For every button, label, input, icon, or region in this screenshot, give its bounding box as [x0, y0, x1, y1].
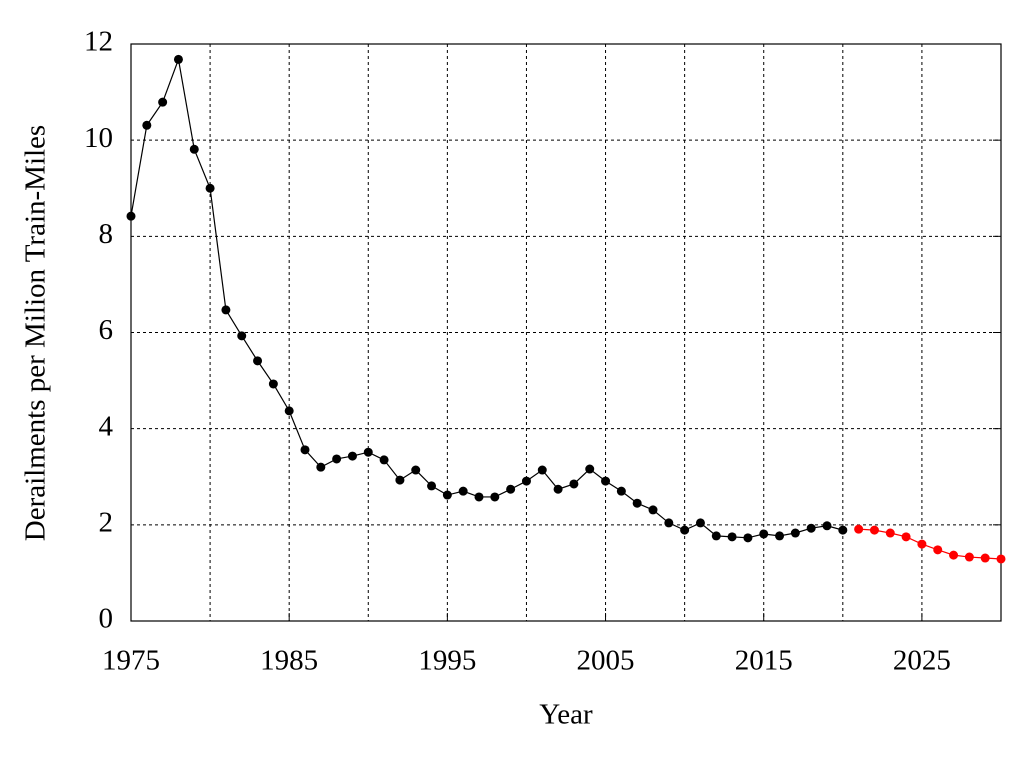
- y-tick-label: 0: [99, 603, 114, 635]
- data-point: [743, 533, 753, 543]
- data-point: [695, 518, 705, 528]
- data-point: [569, 479, 579, 489]
- y-tick-label: 8: [99, 218, 114, 250]
- data-point: [142, 120, 152, 130]
- data-point: [221, 305, 231, 315]
- data-point: [616, 486, 626, 496]
- series-line: [858, 528, 1002, 560]
- data-point: [727, 532, 737, 542]
- data-point: [838, 525, 848, 535]
- data-point: [648, 505, 658, 515]
- data-point: [869, 525, 879, 535]
- data-point: [775, 531, 785, 541]
- data-point: [237, 331, 247, 341]
- data-point: [395, 475, 405, 485]
- data-point: [933, 545, 943, 555]
- data-point: [474, 492, 484, 502]
- data-point: [885, 528, 895, 538]
- data-point: [379, 455, 389, 465]
- data-point: [790, 528, 800, 538]
- x-axis-label: Year: [539, 699, 593, 731]
- data-point: [126, 211, 136, 221]
- data-point: [664, 518, 674, 528]
- data-point: [253, 356, 263, 366]
- plot-frame: [130, 43, 1002, 622]
- data-point: [490, 492, 500, 502]
- data-point: [521, 476, 531, 486]
- y-axis-label: Derailments per Milion Train-Miles: [20, 125, 52, 541]
- x-tick-label: 1975: [102, 645, 160, 677]
- data-point: [901, 532, 911, 542]
- x-tick-label: 2005: [577, 645, 635, 677]
- series-line: [130, 57, 843, 539]
- data-point: [189, 144, 199, 154]
- data-point: [458, 486, 468, 496]
- data-point: [506, 484, 516, 494]
- y-tick-label: 12: [84, 26, 113, 58]
- data-point: [759, 529, 769, 539]
- data-point: [173, 54, 183, 64]
- data-point: [363, 447, 373, 457]
- data-point: [427, 481, 437, 491]
- data-point: [411, 465, 421, 475]
- data-point: [822, 521, 832, 531]
- data-point: [980, 553, 990, 563]
- data-point: [284, 406, 294, 416]
- x-tick-label: 1995: [418, 645, 476, 677]
- data-point: [316, 462, 326, 472]
- data-point: [711, 531, 721, 541]
- data-point: [917, 539, 927, 549]
- data-point: [632, 498, 642, 508]
- x-tick-label: 1985: [260, 645, 318, 677]
- data-point: [442, 490, 452, 500]
- y-tick-label: 4: [99, 410, 114, 442]
- y-tick-label: 6: [99, 314, 114, 346]
- data-point: [680, 525, 690, 535]
- data-point: [537, 465, 547, 475]
- data-point: [996, 554, 1006, 564]
- data-point: [854, 524, 864, 534]
- data-point: [205, 183, 215, 193]
- data-point: [332, 454, 342, 464]
- data-point: [347, 451, 357, 461]
- data-point: [300, 445, 310, 455]
- x-tick-label: 2025: [893, 645, 951, 677]
- data-point: [949, 550, 959, 560]
- data-point: [806, 523, 816, 533]
- y-tick-label: 10: [84, 122, 113, 154]
- data-point: [553, 484, 563, 494]
- data-point: [601, 476, 611, 486]
- data-point: [964, 552, 974, 562]
- x-tick-label: 2015: [735, 645, 793, 677]
- data-point: [158, 97, 168, 107]
- data-point: [268, 379, 278, 389]
- y-tick-label: 2: [99, 506, 114, 538]
- data-point: [585, 464, 595, 474]
